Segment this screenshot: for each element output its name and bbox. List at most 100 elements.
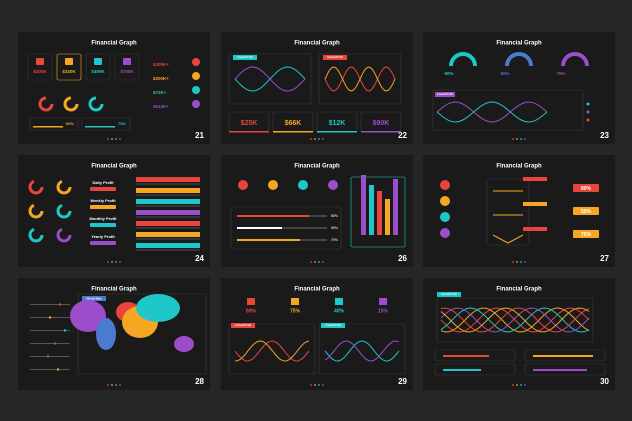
- ring: [28, 203, 44, 219]
- label: $90K: [373, 120, 390, 127]
- icon: [192, 58, 200, 66]
- label: Financial Graph: [294, 41, 340, 47]
- page-dot: [322, 384, 324, 386]
- icon: [379, 298, 387, 305]
- slide: [221, 155, 413, 267]
- icon: [268, 180, 278, 190]
- curve: [234, 340, 310, 362]
- bar: [90, 223, 116, 227]
- page-dot: [107, 138, 109, 140]
- icon: [440, 228, 450, 238]
- curve: [324, 340, 400, 362]
- pill: [573, 184, 599, 192]
- label: 90%: [444, 71, 453, 76]
- label: Financial Graph: [496, 164, 542, 170]
- column: [369, 185, 374, 235]
- page-dot: [119, 384, 121, 386]
- icon: [291, 298, 299, 305]
- ring: [38, 96, 54, 112]
- label: 75%: [581, 232, 592, 238]
- column: [385, 199, 390, 235]
- curve: [324, 66, 396, 92]
- page-dot: [314, 384, 316, 386]
- legend-dot: [586, 118, 590, 122]
- label: $72K+: [153, 90, 167, 95]
- tag: [523, 177, 547, 181]
- row-line: [136, 183, 200, 185]
- panel: [524, 363, 606, 376]
- page-dot: [111, 384, 113, 386]
- curve: [440, 307, 590, 333]
- page-dot: [520, 138, 522, 140]
- row-band: [136, 221, 200, 226]
- tag: [523, 227, 547, 231]
- row-line: [136, 238, 200, 240]
- label: Financial Graph: [294, 287, 340, 293]
- label: Annual Profit: [235, 324, 251, 327]
- row-band: [136, 232, 200, 237]
- label: 50%: [331, 226, 339, 230]
- panel: [77, 293, 207, 375]
- label: 70%: [331, 238, 339, 242]
- ring: [56, 227, 72, 243]
- tag: [321, 323, 345, 328]
- track: [30, 330, 70, 331]
- dot: [46, 355, 50, 358]
- row-line: [136, 194, 200, 196]
- panel: [434, 363, 516, 376]
- icon: [440, 212, 450, 222]
- row-band: [136, 199, 200, 204]
- label: 29: [398, 377, 407, 386]
- panel: [228, 323, 316, 375]
- icon: [335, 298, 343, 305]
- icon: [192, 100, 200, 108]
- label: $320K: [62, 69, 76, 74]
- label: $12K: [329, 120, 346, 127]
- page-dot: [310, 384, 312, 386]
- tag: [231, 323, 255, 328]
- bar: [443, 355, 489, 357]
- pill: [573, 207, 599, 215]
- ring: [88, 96, 104, 112]
- icon: [36, 58, 44, 65]
- gauge: [449, 52, 477, 67]
- panel: [56, 53, 82, 81]
- page-dot: [115, 384, 117, 386]
- page-dot: [119, 261, 121, 263]
- panel: [27, 53, 53, 81]
- bar: [443, 369, 481, 371]
- label: 28: [195, 377, 204, 386]
- tag: [233, 55, 257, 60]
- panel: [85, 53, 111, 81]
- bar: [90, 205, 116, 209]
- track: [30, 356, 70, 357]
- label: 30: [600, 377, 609, 386]
- panel: [486, 178, 530, 246]
- label: 22: [398, 131, 407, 140]
- curve: [440, 307, 590, 333]
- page-dot: [524, 384, 526, 386]
- map-region: [136, 294, 180, 322]
- label: Annual Profit: [441, 293, 457, 296]
- label: World Map: [86, 296, 101, 300]
- ring: [56, 179, 72, 195]
- label: Annual Profit: [325, 324, 341, 327]
- tag: [323, 55, 347, 60]
- label: Weekly Profit: [90, 198, 116, 203]
- dot: [48, 316, 52, 319]
- curve: [440, 307, 590, 333]
- panel: [524, 349, 606, 362]
- label: 24: [195, 254, 204, 263]
- tag: [435, 92, 455, 97]
- label: 50%: [500, 71, 509, 76]
- ring: [63, 96, 79, 112]
- label: 75%: [118, 121, 126, 126]
- label: Financial Graph: [496, 287, 542, 293]
- curve: [436, 101, 548, 123]
- label: Monthly Profit: [90, 216, 118, 221]
- curve: [440, 307, 590, 333]
- bar: [237, 215, 309, 217]
- bar: [237, 239, 300, 241]
- label: 15%: [378, 308, 389, 314]
